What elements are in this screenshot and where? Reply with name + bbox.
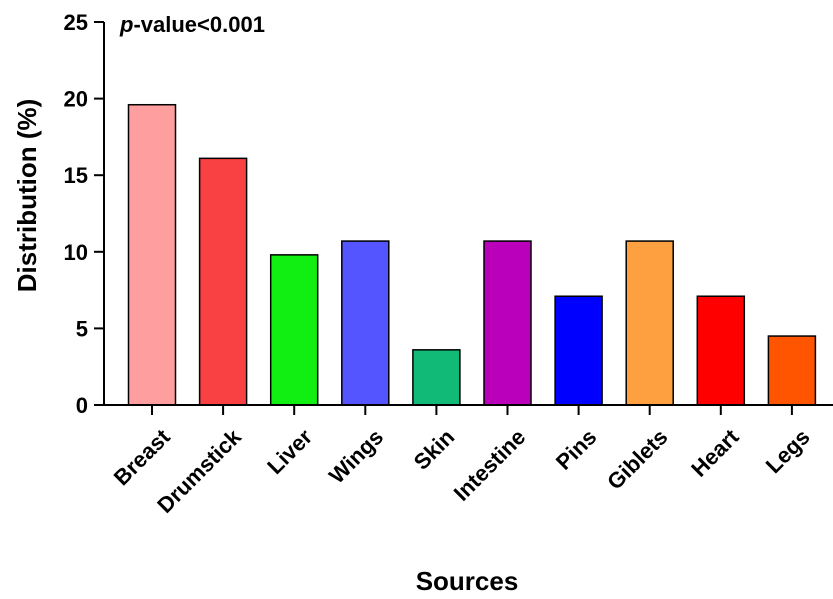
p-value-rest: -value<0.001 xyxy=(133,12,264,37)
x-tick-label-pins: Pins xyxy=(551,424,602,475)
y-axis-title: Distribution (%) xyxy=(12,99,42,293)
p-value-annotation: p-value<0.001 xyxy=(119,12,265,37)
bar-intestine xyxy=(483,240,532,406)
bar-heart xyxy=(696,295,746,406)
axes xyxy=(103,22,833,406)
bar-skin xyxy=(412,349,461,406)
x-tick-label-giblets: Giblets xyxy=(602,424,672,494)
bar-wings xyxy=(341,240,390,406)
y-ticks: 0 5 10 15 20 25 xyxy=(64,10,104,418)
bars xyxy=(127,103,817,406)
x-tick-label-heart: Heart xyxy=(686,424,744,482)
bar-liver xyxy=(269,254,319,406)
x-tick-label-liver: Liver xyxy=(262,424,317,479)
bar-drumstick xyxy=(198,157,248,406)
x-tick-label-intestine: Intestine xyxy=(449,424,531,506)
y-tick-label: 25 xyxy=(64,10,88,35)
y-tick-label: 5 xyxy=(76,316,88,341)
y-tick-label: 10 xyxy=(64,240,88,265)
y-tick-label: 15 xyxy=(64,163,88,188)
x-tick-label-legs: Legs xyxy=(761,424,815,478)
bar-giblets xyxy=(625,240,674,406)
x-tick-label-skin: Skin xyxy=(409,424,460,475)
p-italic: p xyxy=(119,12,133,37)
x-tick-label-breast: Breast xyxy=(109,424,176,491)
bar-pins xyxy=(554,295,603,406)
bar-legs xyxy=(767,335,817,406)
bar-breast xyxy=(127,103,177,406)
x-tick-label-wings: Wings xyxy=(324,424,388,488)
x-axis-title: Sources xyxy=(416,566,519,596)
y-tick-label: 0 xyxy=(76,393,88,418)
y-tick-label: 20 xyxy=(64,87,88,112)
